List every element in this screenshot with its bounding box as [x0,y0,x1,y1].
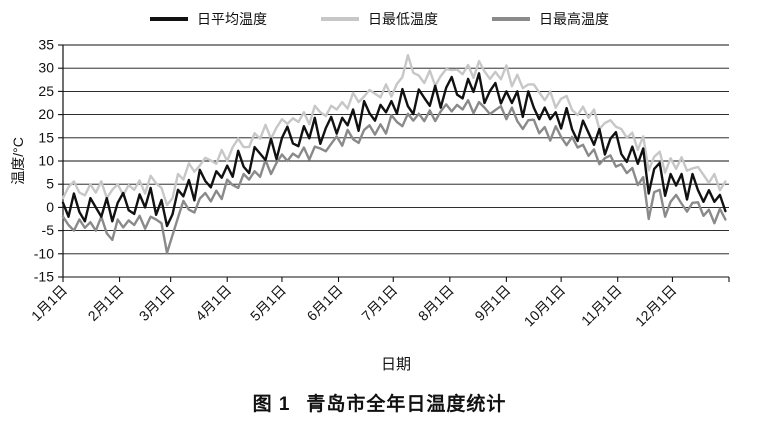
svg-text:5月1日: 5月1日 [247,282,289,324]
svg-text:日期: 日期 [381,356,411,373]
legend-line-swatch-min [321,17,359,21]
figure-caption-label: 图 1 [252,394,291,415]
legend-label-min: 日最低温度 [368,11,438,27]
legend-item-max-temp: 日最高温度 [492,9,609,29]
svg-text:25: 25 [38,83,54,99]
temperature-line-chart: -15 -10 -5 0 5 10 15 20 25 30 35 1月1日 2月1日 3月1日 4月1日 5月… [10,37,730,373]
svg-text:35: 35 [38,37,54,53]
svg-text:4月1日: 4月1日 [192,282,234,324]
svg-text:11月1日: 11月1日 [578,282,625,329]
svg-text:-15: -15 [34,269,54,285]
svg-text:温度/°C: 温度/°C [10,137,26,185]
chart-area: -15 -10 -5 0 5 10 15 20 25 30 35 1月1日 2月1日 3月1日 4月1日 5月… [7,31,752,383]
figure-caption-title: 青岛市全年日温度统计 [306,394,507,415]
svg-text:0: 0 [46,199,54,215]
svg-text:7月1日: 7月1日 [358,282,400,324]
svg-text:10月1日: 10月1日 [521,282,569,330]
legend-label-avg: 日平均温度 [197,11,267,27]
svg-text:9月1日: 9月1日 [471,282,513,324]
legend-line-swatch-max [492,17,530,21]
svg-text:15: 15 [38,129,54,145]
svg-text:-5: -5 [42,222,55,238]
legend-label-max: 日最高温度 [539,11,609,27]
svg-text:30: 30 [38,60,54,76]
legend-line-swatch-avg [150,17,188,21]
svg-text:-10: -10 [34,245,54,261]
svg-text:12月1日: 12月1日 [632,282,680,330]
svg-text:5: 5 [46,176,54,192]
svg-text:8月1日: 8月1日 [415,282,457,324]
svg-text:20: 20 [38,106,54,122]
svg-text:6月1日: 6月1日 [304,282,346,324]
chart-legend: 日平均温度 日最低温度 日最高温度 [150,0,609,31]
figure-caption: 图 1 青岛市全年日温度统计 [253,389,507,416]
svg-text:10: 10 [38,153,54,169]
svg-text:3月1日: 3月1日 [136,282,178,324]
legend-item-min-temp: 日最低温度 [321,9,438,29]
svg-text:2月1日: 2月1日 [85,282,127,324]
svg-text:1月1日: 1月1日 [28,282,70,324]
legend-item-avg-temp: 日平均温度 [150,9,267,29]
